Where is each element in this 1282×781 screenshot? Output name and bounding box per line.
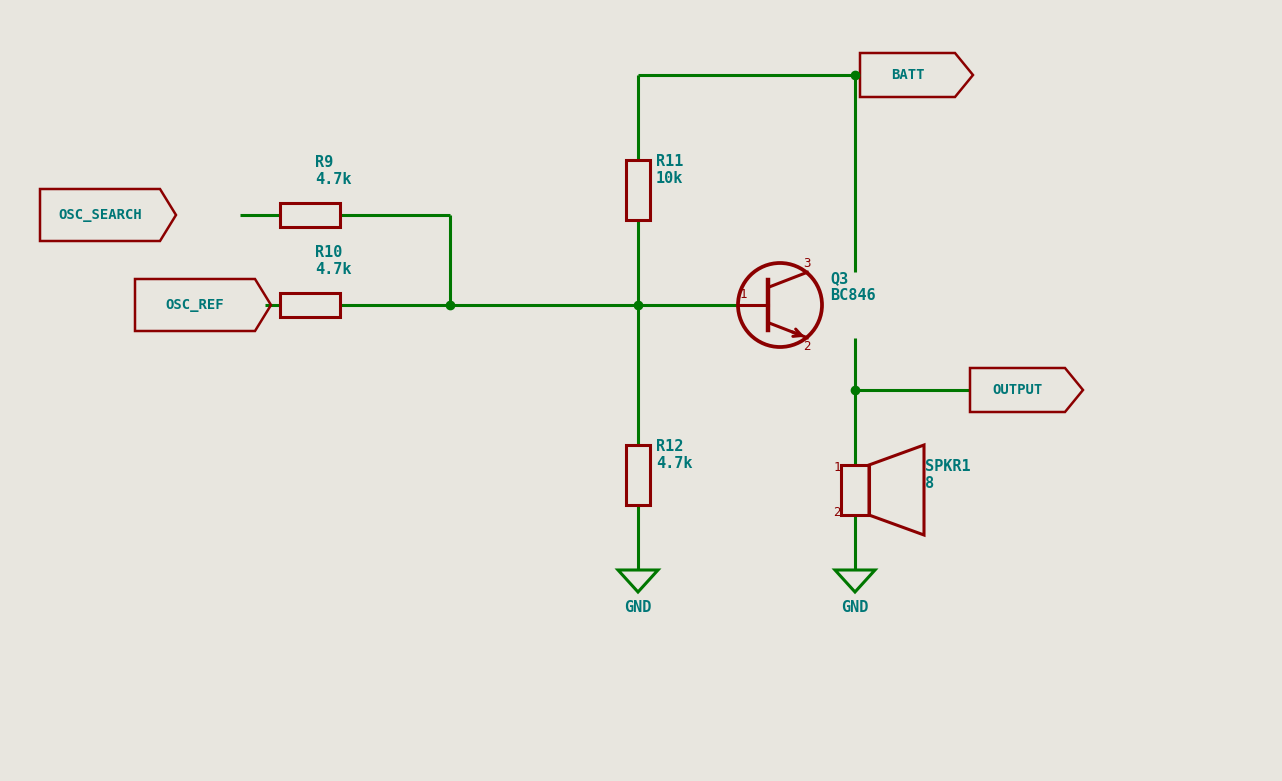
Text: OSC_SEARCH: OSC_SEARCH xyxy=(58,208,142,222)
Text: R9
4.7k: R9 4.7k xyxy=(315,155,351,187)
Text: R11
10k: R11 10k xyxy=(656,154,683,186)
Text: R12
4.7k: R12 4.7k xyxy=(656,439,692,471)
Bar xyxy=(279,203,340,227)
Text: GND: GND xyxy=(841,600,869,615)
Text: BATT: BATT xyxy=(891,68,924,82)
Bar xyxy=(626,160,650,220)
Text: 2: 2 xyxy=(833,506,841,519)
Text: 1: 1 xyxy=(740,288,747,301)
Text: 3: 3 xyxy=(803,257,810,270)
Bar xyxy=(841,465,869,515)
Text: SPKR1
8: SPKR1 8 xyxy=(926,458,970,491)
Text: R10
4.7k: R10 4.7k xyxy=(315,244,351,277)
Bar xyxy=(279,293,340,317)
Text: 1: 1 xyxy=(833,461,841,474)
Text: GND: GND xyxy=(624,600,651,615)
Text: 2: 2 xyxy=(803,340,810,353)
Text: Q3
BC846: Q3 BC846 xyxy=(829,271,876,303)
Text: OSC_REF: OSC_REF xyxy=(165,298,224,312)
Text: OUTPUT: OUTPUT xyxy=(992,383,1042,397)
Bar xyxy=(626,445,650,505)
